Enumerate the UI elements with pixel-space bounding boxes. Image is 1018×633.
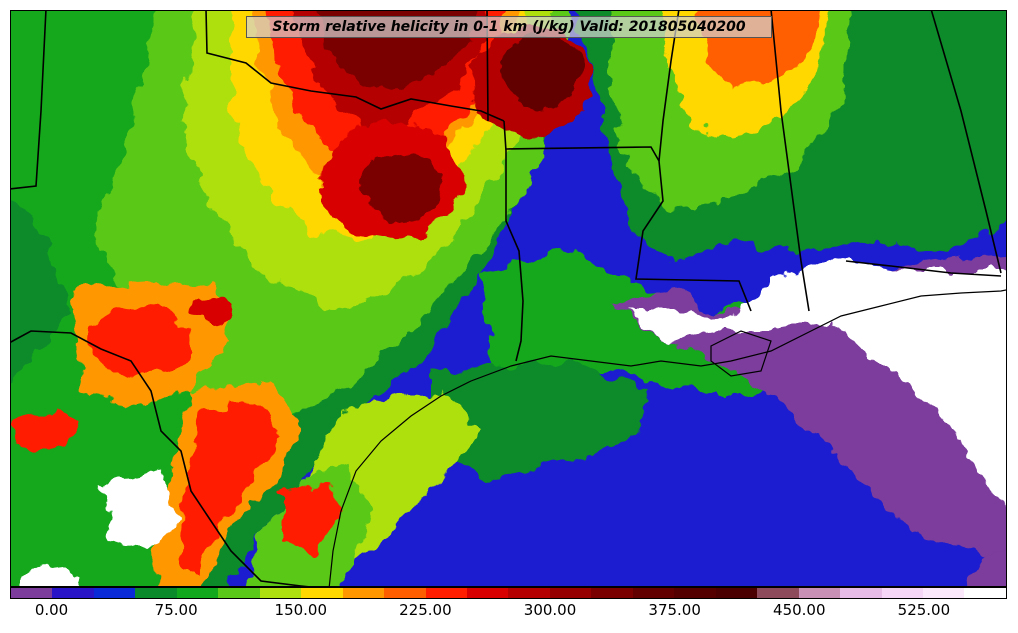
colorbar-tick-label: 150.00 xyxy=(274,601,328,619)
colorbar-swatch xyxy=(176,588,219,598)
helicity-field xyxy=(11,11,1006,586)
colorbar-swatch xyxy=(466,588,509,598)
colorbar xyxy=(10,587,1007,599)
colorbar-swatch xyxy=(508,588,550,598)
coastline xyxy=(328,289,1006,586)
state-borders xyxy=(11,11,1002,586)
colorbar-swatch xyxy=(425,588,467,598)
colorbar-swatch xyxy=(342,588,385,598)
colorbar-tick-label: 300.00 xyxy=(523,601,577,619)
colorbar-tick-label: 75.00 xyxy=(154,601,198,619)
colorbar-swatch xyxy=(259,588,302,598)
colorbar-swatch xyxy=(757,588,799,598)
colorbar-swatch xyxy=(384,588,426,598)
colorbar-tick-label: 375.00 xyxy=(648,601,701,619)
colorbar-swatch xyxy=(632,588,675,598)
helicity-map xyxy=(10,10,1007,587)
colorbar-swatch xyxy=(674,588,716,598)
colorbar-swatch xyxy=(218,588,260,598)
colorbar-swatch xyxy=(798,588,841,598)
colorbar-swatch xyxy=(93,588,136,598)
colorbar-swatch xyxy=(549,588,592,598)
colorbar-tick-label: 0.00 xyxy=(34,601,69,619)
colorbar-swatch xyxy=(840,588,882,598)
map-title: Storm relative helicity in 0-1 km (J/kg)… xyxy=(272,19,746,35)
map-title-box: Storm relative helicity in 0-1 km (J/kg)… xyxy=(246,16,772,38)
colorbar-swatch xyxy=(881,588,923,598)
colorbar-swatch xyxy=(922,588,965,598)
colorbar-swatch xyxy=(715,588,758,598)
colorbar-tick-label: 450.00 xyxy=(773,601,826,619)
colorbar-swatch xyxy=(11,588,53,598)
colorbar-swatch xyxy=(135,588,177,598)
colorbar-tick-label: 525.00 xyxy=(897,601,951,619)
colorbar-tick-labels: 0.00 75.00 150.00 225.00 300.00 375.00 450.00 5… xyxy=(0,601,1018,625)
colorbar-swatch xyxy=(591,588,633,598)
colorbar-swatch xyxy=(301,588,343,598)
colorbar-swatch xyxy=(964,588,1006,598)
colorbar-tick-label: 225.00 xyxy=(399,601,452,619)
colorbar-swatch xyxy=(52,588,94,598)
